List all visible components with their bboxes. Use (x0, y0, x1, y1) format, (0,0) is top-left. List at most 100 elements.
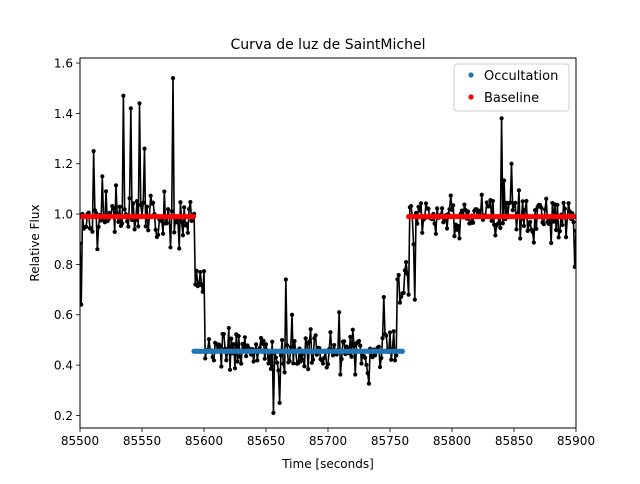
light-curve-point (377, 364, 383, 370)
y-tick-label: 0.8 (54, 258, 73, 272)
x-axis-label: Time [seconds] (281, 457, 374, 471)
light-curve-point (268, 366, 274, 371)
light-curve-point (151, 200, 156, 205)
light-curve-point (144, 204, 150, 209)
light-curve-point (495, 221, 500, 226)
y-tick-label: 0.2 (54, 409, 73, 423)
light-curve-point (500, 221, 505, 226)
light-curve-point (177, 246, 182, 251)
plot-content (80, 76, 576, 415)
light-curve-point (170, 76, 176, 81)
plot-layer (80, 76, 576, 415)
light-curve-point (143, 224, 148, 229)
y-axis-label: Relative Flux (28, 204, 42, 281)
light-curve-point (520, 199, 525, 204)
light-curve-point (182, 205, 187, 210)
light-curve-point (244, 354, 249, 359)
x-axis-ticks: 85500 85550 85600 85650 85700 85750 85800 85850… (61, 428, 595, 448)
light-curve-point (313, 333, 318, 338)
light-curve-point (499, 116, 504, 121)
light-curve-point (557, 229, 562, 234)
light-curve-point (413, 210, 419, 216)
light-curve-point (253, 342, 259, 347)
light-curve-point (236, 333, 241, 339)
light-curve-point (381, 295, 386, 300)
light-curve-point (179, 219, 184, 225)
light-curve-point (516, 188, 522, 193)
light-curve-point (235, 359, 240, 364)
light-curve-point (532, 208, 538, 213)
light-curve-point (563, 235, 569, 240)
light-curve-point (487, 204, 492, 209)
light-curve-point (530, 229, 535, 234)
chart-title: Curva de luz de SaintMichel (231, 37, 426, 53)
light-curve-point (328, 330, 333, 335)
y-tick-label: 1.2 (54, 157, 73, 171)
light-curve-point (513, 200, 518, 205)
light-curve-point (251, 359, 256, 364)
light-curve-point (551, 219, 556, 224)
light-curve-point (306, 367, 311, 372)
light-curve-point (224, 358, 229, 363)
light-curve-point (379, 355, 384, 361)
light-curve-point (417, 208, 422, 213)
light-curve-point (484, 200, 489, 205)
light-curve-point (281, 361, 286, 366)
light-curve-point (433, 231, 438, 236)
light-curve-point (187, 207, 192, 212)
light-curve-point (284, 343, 290, 348)
light-curve-point (544, 196, 549, 201)
light-curve-point (86, 210, 91, 215)
legend-label-baseline: Baseline (484, 91, 539, 106)
y-tick-label: 1.4 (54, 107, 73, 121)
x-tick-label: 85800 (433, 434, 471, 448)
light-curve-point (523, 207, 528, 212)
light-curve-point (376, 344, 381, 349)
light-curve-point (84, 224, 89, 229)
light-curve-point (142, 146, 147, 151)
light-curve-point (470, 220, 476, 225)
light-curve-point (280, 338, 285, 343)
light-curve-point (262, 356, 267, 361)
light-curve-point (255, 358, 260, 363)
light-curve-point (117, 204, 122, 209)
light-curve-point (289, 312, 295, 317)
light-curve-point (412, 297, 417, 302)
light-curve-point (406, 292, 411, 297)
light-curve-point (449, 207, 455, 212)
light-curve-point (546, 221, 551, 227)
light-curve-point (168, 245, 173, 250)
light-curve-point (405, 271, 410, 276)
light-curve-point (459, 208, 465, 213)
light-curve-point (353, 372, 358, 377)
light-curve-point (337, 310, 342, 315)
light-curve-point (454, 227, 460, 232)
light-curve-point (162, 189, 167, 194)
light-curve-point (498, 225, 503, 230)
light-curve-point (258, 335, 264, 341)
light-curve-point (420, 230, 425, 235)
light-curve-point (309, 360, 314, 365)
legend-label-occultation: Occultation (484, 69, 558, 84)
light-curve-point (242, 335, 248, 340)
light-curve-point (320, 361, 326, 366)
light-curve-point (80, 302, 84, 307)
light-curve-point (518, 236, 523, 241)
light-curve-point (153, 227, 158, 232)
light-curve-point (128, 106, 133, 111)
y-axis-ticks: 0.2 0.4 0.6 0.8 1.0 1.2 1.4 1.6 (54, 57, 80, 423)
light-curve-point (418, 201, 424, 206)
light-curve-point (307, 339, 312, 344)
light-curve-point (165, 207, 171, 212)
y-tick-label: 1.6 (54, 57, 73, 71)
light-curve-point (358, 343, 363, 348)
light-curve-point (232, 366, 238, 371)
light-curve-point (164, 221, 169, 226)
y-tick-label: 1.0 (54, 208, 73, 222)
light-curve-point (324, 365, 329, 370)
light-curve-point (542, 207, 548, 212)
light-curve-point (397, 300, 403, 305)
light-curve-point (416, 204, 421, 209)
light-curve-point (218, 343, 223, 349)
